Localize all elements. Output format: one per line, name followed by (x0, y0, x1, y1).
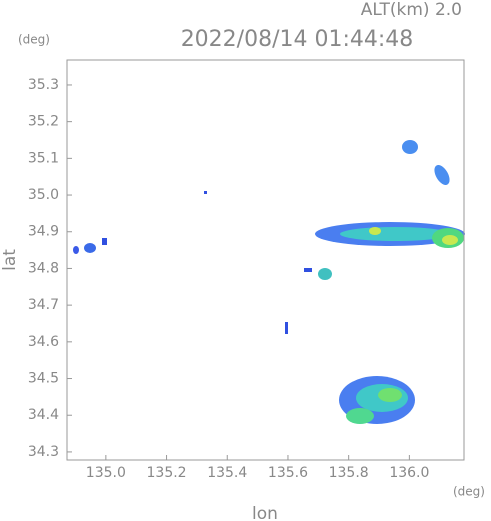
echo (369, 227, 381, 235)
y-tick-label: 34.6 (28, 334, 59, 350)
x-tick-label: 135.0 (86, 465, 126, 481)
y-unit: (deg) (18, 33, 50, 47)
echo (434, 165, 450, 185)
x-tick-label: 135.6 (268, 465, 308, 481)
y-tick-label: 34.7 (28, 297, 59, 313)
radar-echoes (73, 140, 465, 424)
echo (402, 140, 418, 154)
echo (318, 268, 332, 280)
y-tick-label: 35.2 (28, 114, 59, 130)
echo (204, 191, 207, 194)
echo (73, 246, 79, 254)
x-tick-label: 136.0 (389, 465, 429, 481)
y-tick-label: 34.4 (28, 407, 59, 423)
echo (442, 235, 458, 245)
altitude: ALT(km) 2.0 (361, 0, 462, 20)
y-tick-label: 35.0 (28, 187, 59, 203)
echo (102, 238, 107, 245)
x-unit: (deg) (453, 485, 485, 499)
chart-title: 2022/08/14 01:44:48 (181, 27, 414, 52)
y-tick-label: 34.3 (28, 444, 59, 460)
y-tick-label: 34.9 (28, 224, 59, 240)
x-tick-label: 135.4 (207, 465, 247, 481)
echo (346, 408, 374, 424)
y-tick-label: 34.5 (28, 371, 59, 387)
y-tick-label: 35.3 (28, 77, 59, 93)
echo (304, 268, 312, 272)
y-axis-label: lat (0, 249, 20, 271)
echo (285, 322, 288, 334)
x-axis-label: lon (252, 504, 278, 521)
x-tick-label: 135.8 (329, 465, 369, 481)
y-tick-label: 35.1 (28, 150, 59, 166)
echo (84, 243, 96, 253)
echo (340, 227, 450, 241)
plot-frame (66, 59, 465, 461)
x-tick-label: 135.2 (147, 465, 187, 481)
y-tick-label: 34.8 (28, 260, 59, 276)
echo (378, 388, 402, 402)
